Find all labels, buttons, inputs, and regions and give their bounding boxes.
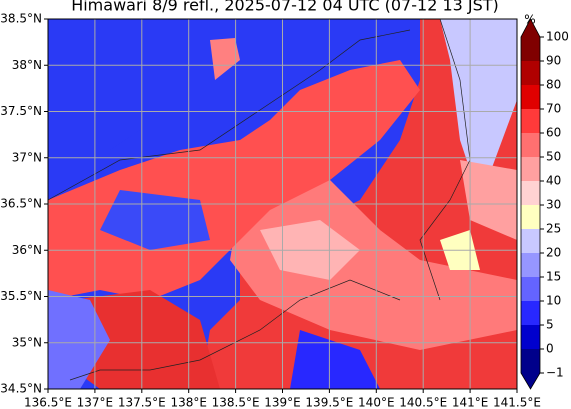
y-tick-label: 38.5°N — [0, 12, 42, 26]
y-tick-label: 35°N — [12, 335, 42, 349]
colorbar-label: −1 — [546, 366, 564, 380]
colorbar-segment — [521, 325, 540, 349]
y-tick-label: 37°N — [12, 150, 42, 164]
y-tick-label: 36°N — [12, 243, 42, 257]
x-tick-label: 137.5°E — [118, 396, 166, 409]
y-tick-label: 35.5°N — [0, 289, 42, 303]
colorbar-segment — [521, 37, 540, 61]
colorbar-segment — [521, 205, 540, 229]
colorbar-extension — [521, 19, 540, 37]
colorbar-segment — [521, 253, 540, 277]
colorbar-segment — [521, 181, 540, 205]
colorbar-segment — [521, 301, 540, 325]
colorbar-segment — [521, 85, 540, 109]
x-tick-label: 140°E — [358, 396, 395, 409]
y-tick-label: 38°N — [12, 58, 42, 72]
y-tick-label: 37.5°N — [0, 104, 42, 118]
colorbar-label: 20 — [546, 246, 561, 260]
x-tick-label: 136.5°E — [24, 396, 72, 409]
x-tick-label: 140.5°E — [399, 396, 447, 409]
colorbar-label: 10 — [546, 294, 561, 308]
map-title: Himawari 8/9 refl., 2025-07-12 04 UTC (0… — [71, 0, 499, 15]
colorbar-segment — [521, 109, 540, 133]
colorbar-label: 30 — [546, 198, 561, 212]
colorbar-label: 100 — [546, 30, 569, 44]
colorbar-label: 0 — [546, 342, 554, 356]
x-tick-label: 139°E — [264, 396, 301, 409]
colorbar-extension — [521, 373, 540, 389]
x-tick-label: 138°E — [170, 396, 207, 409]
colorbar-label: 60 — [546, 126, 561, 140]
colorbar-segment — [521, 349, 540, 373]
y-tick-label: 36.5°N — [0, 197, 42, 211]
colorbar-label: 5 — [546, 318, 554, 332]
colorbar-label: 80 — [546, 78, 561, 92]
x-tick-label: 139.5°E — [305, 396, 353, 409]
colorbar-label: 90 — [546, 54, 561, 68]
x-tick-label: 138.5°E — [212, 396, 260, 409]
x-tick-label: 141.5°E — [493, 396, 541, 409]
y-tick-label: 34.5°N — [0, 382, 42, 396]
x-tick-label: 141°E — [452, 396, 489, 409]
x-tick-label: 137°E — [77, 396, 114, 409]
colorbar-label: 40 — [546, 174, 561, 188]
colorbar-segment — [521, 61, 540, 85]
colorbar-segment — [521, 157, 540, 181]
colorbar-label: 15 — [546, 270, 561, 284]
colorbar-segment — [521, 133, 540, 157]
colorbar-label: 25 — [546, 222, 561, 236]
colorbar: −1 0 5 10 15 20 25 30 40 50 60 70 80 90 100 — [520, 18, 569, 390]
colorbar-segment — [521, 277, 540, 301]
colorbar-segment — [521, 229, 540, 253]
colorbar-label: 50 — [546, 150, 561, 164]
colorbar-label: 70 — [546, 102, 561, 116]
